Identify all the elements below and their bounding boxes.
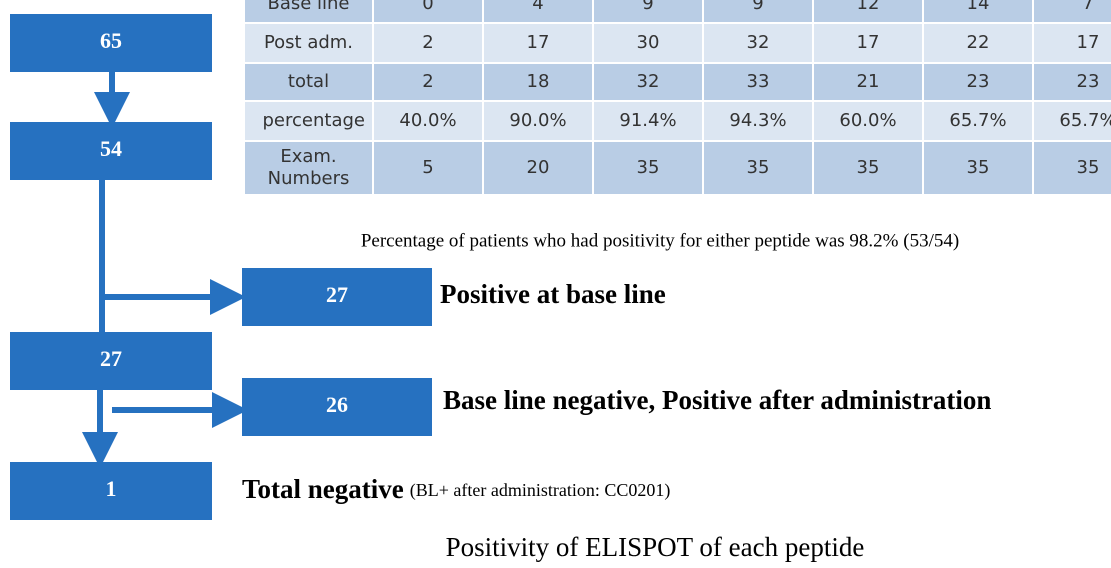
table-cell: 17 [1032, 22, 1111, 64]
node-label: 26 [326, 392, 348, 417]
table-cell: 35 [702, 140, 814, 196]
table-cell: 90.0% [482, 100, 594, 142]
table-cell: 35 [922, 140, 1034, 196]
node-box [242, 268, 432, 326]
table-row: Exam. Numbers 5 20 35 35 35 35 35 [243, 140, 1111, 196]
table-cell: 65.7% [922, 100, 1034, 142]
table-cell: 17 [482, 22, 594, 64]
table-cell: 0 [372, 0, 484, 24]
node-label: 27 [100, 346, 122, 371]
table-cell: 2 [372, 22, 484, 64]
summary: Percentage of patients who had positivit… [361, 230, 959, 251]
node-note-line: Total negative (BL+ after administration:… [242, 474, 670, 504]
table-cell: 32 [592, 62, 704, 102]
table-row: Post adm. 2 17 30 32 17 22 17 [243, 22, 1111, 64]
table-cell: 12 [812, 0, 924, 24]
table-cell: 7 [1032, 0, 1111, 24]
table-cell: 9 [592, 0, 704, 24]
table-cell: 32 [702, 22, 814, 64]
row-label: percentage [262, 110, 365, 131]
row-label: Base line [267, 0, 350, 14]
table-cell: 30 [592, 22, 704, 64]
table-row: total 2 18 32 33 21 23 23 [243, 62, 1111, 102]
node-detail: (BL+ after administration: CC0201) [410, 480, 671, 501]
table-cell: 22 [922, 22, 1034, 64]
row-label-cell: Base line [243, 0, 374, 24]
table-cell: 35 [592, 140, 704, 196]
node-note: Base line negative, Positive after admin… [443, 385, 991, 415]
table-cell: 14 [922, 0, 1034, 24]
table-row: percentage 40.0% 90.0% 91.4% 94.3% 60.0% 65.7%… [243, 100, 1111, 142]
table-row: Base line 0 4 9 9 12 14 7 [243, 0, 1111, 24]
table-cell: 60.0% [812, 100, 924, 142]
table-cell: 33 [702, 62, 814, 102]
caption: Positivity of ELISPOT of each peptide [446, 532, 865, 562]
table-cell: 20 [482, 140, 594, 196]
data-table: Base line 0 4 9 9 12 14 7 Post adm. 2 17 30 32 17 22 17… [243, 0, 1111, 196]
node-note: Total negative [242, 474, 404, 504]
node-label: 27 [326, 282, 348, 307]
table-cell: 4 [482, 0, 594, 24]
node-label: 1 [106, 476, 117, 501]
table-cell: 40.0% [372, 100, 484, 142]
table-cell: 91.4% [592, 100, 704, 142]
table-cell: 18 [482, 62, 594, 102]
row-label-cell: total [243, 62, 374, 102]
table-cell: 5 [372, 140, 484, 196]
table-cell: 2 [372, 62, 484, 102]
table-cell: 65.7% [1032, 100, 1111, 142]
node-label: 54 [100, 136, 122, 161]
node-box [10, 462, 212, 520]
row-label-cell: Post adm. [243, 22, 374, 64]
table-cell: 35 [1032, 140, 1111, 196]
row-label-cell: Exam. Numbers [243, 140, 374, 196]
table-cell: 17 [812, 22, 924, 64]
table-cell: 9 [702, 0, 814, 24]
node-note: Positive at base line [440, 279, 666, 309]
node-label: 65 [100, 28, 122, 53]
table-cell: 23 [1032, 62, 1111, 102]
table-cell: 21 [812, 62, 924, 102]
row-label: Exam. Numbers [267, 146, 350, 189]
table-cell: 23 [922, 62, 1034, 102]
row-label-cell: percentage [243, 100, 374, 142]
table-cell: 94.3% [702, 100, 814, 142]
node-box [10, 14, 212, 72]
table-cell: 35 [812, 140, 924, 196]
node-box [10, 332, 212, 390]
row-label: Post adm. [263, 32, 354, 53]
node-box [242, 378, 432, 436]
row-label: total [287, 71, 330, 92]
node-box [10, 122, 212, 180]
